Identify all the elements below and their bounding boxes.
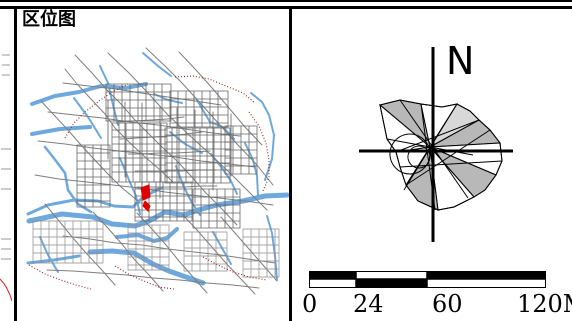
left-strip <box>0 9 14 321</box>
scale-label-24: 24 <box>353 290 384 318</box>
outer-grid-sparse <box>32 220 280 278</box>
scale-label-60: 60 <box>432 290 463 318</box>
boundary-lines <box>28 75 270 290</box>
north-arrow-icon <box>359 47 513 242</box>
north-arrow-and-wind-rose <box>359 47 513 242</box>
project-site <box>140 184 151 212</box>
top-border-line-inner <box>0 6 572 9</box>
left-strip-marks <box>0 54 12 302</box>
top-border-line <box>0 0 572 2</box>
scale-bar <box>309 271 546 288</box>
location-map-title: 区位图 <box>22 9 76 30</box>
scale-label-120m: 120M <box>517 290 572 318</box>
urban-grid-dense <box>76 83 258 229</box>
north-label: N <box>446 39 475 83</box>
scale-label-0: 0 <box>302 290 318 318</box>
wind-rose <box>378 99 503 211</box>
location-map <box>26 47 289 295</box>
